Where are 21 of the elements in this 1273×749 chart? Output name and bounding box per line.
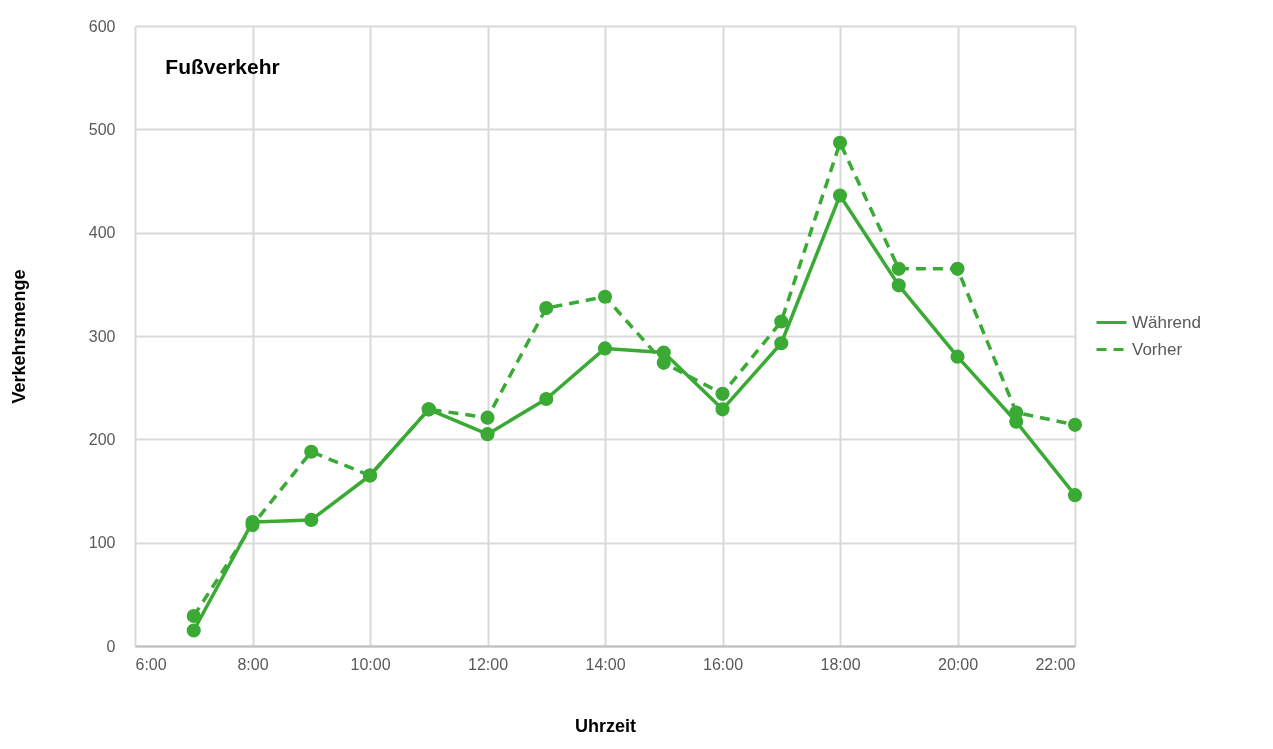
legend-label: Vorher [1132,339,1183,359]
x-tick-label: 12:00 [467,655,509,673]
x-tick-label: 8:00 [237,655,269,673]
y-tick-label: 600 [88,17,116,35]
y-axis-title: Verkehrsmenge [8,269,29,404]
x-tick-label: 20:00 [937,655,979,673]
y-tick-label: 400 [88,224,116,242]
y-tick-label: 200 [88,430,116,448]
y-tick-label: 300 [88,327,116,345]
legend-label: Während [1132,312,1201,332]
y-tick-label: 100 [88,534,116,552]
x-axis-title: Uhrzeit [574,715,637,736]
x-tick-label: 22:00 [1035,655,1076,673]
text: Fußverkehr [165,55,280,78]
y-tick-label: 500 [88,120,116,138]
x-tick-label: 14:00 [585,655,626,673]
x-tick-label: 10:00 [350,655,391,673]
x-tick-label: 18:00 [820,655,861,673]
x-tick-label: 16:00 [702,655,744,673]
x-tick-label: 6:00 [135,655,167,673]
y-tick-label: 0 [106,637,116,655]
